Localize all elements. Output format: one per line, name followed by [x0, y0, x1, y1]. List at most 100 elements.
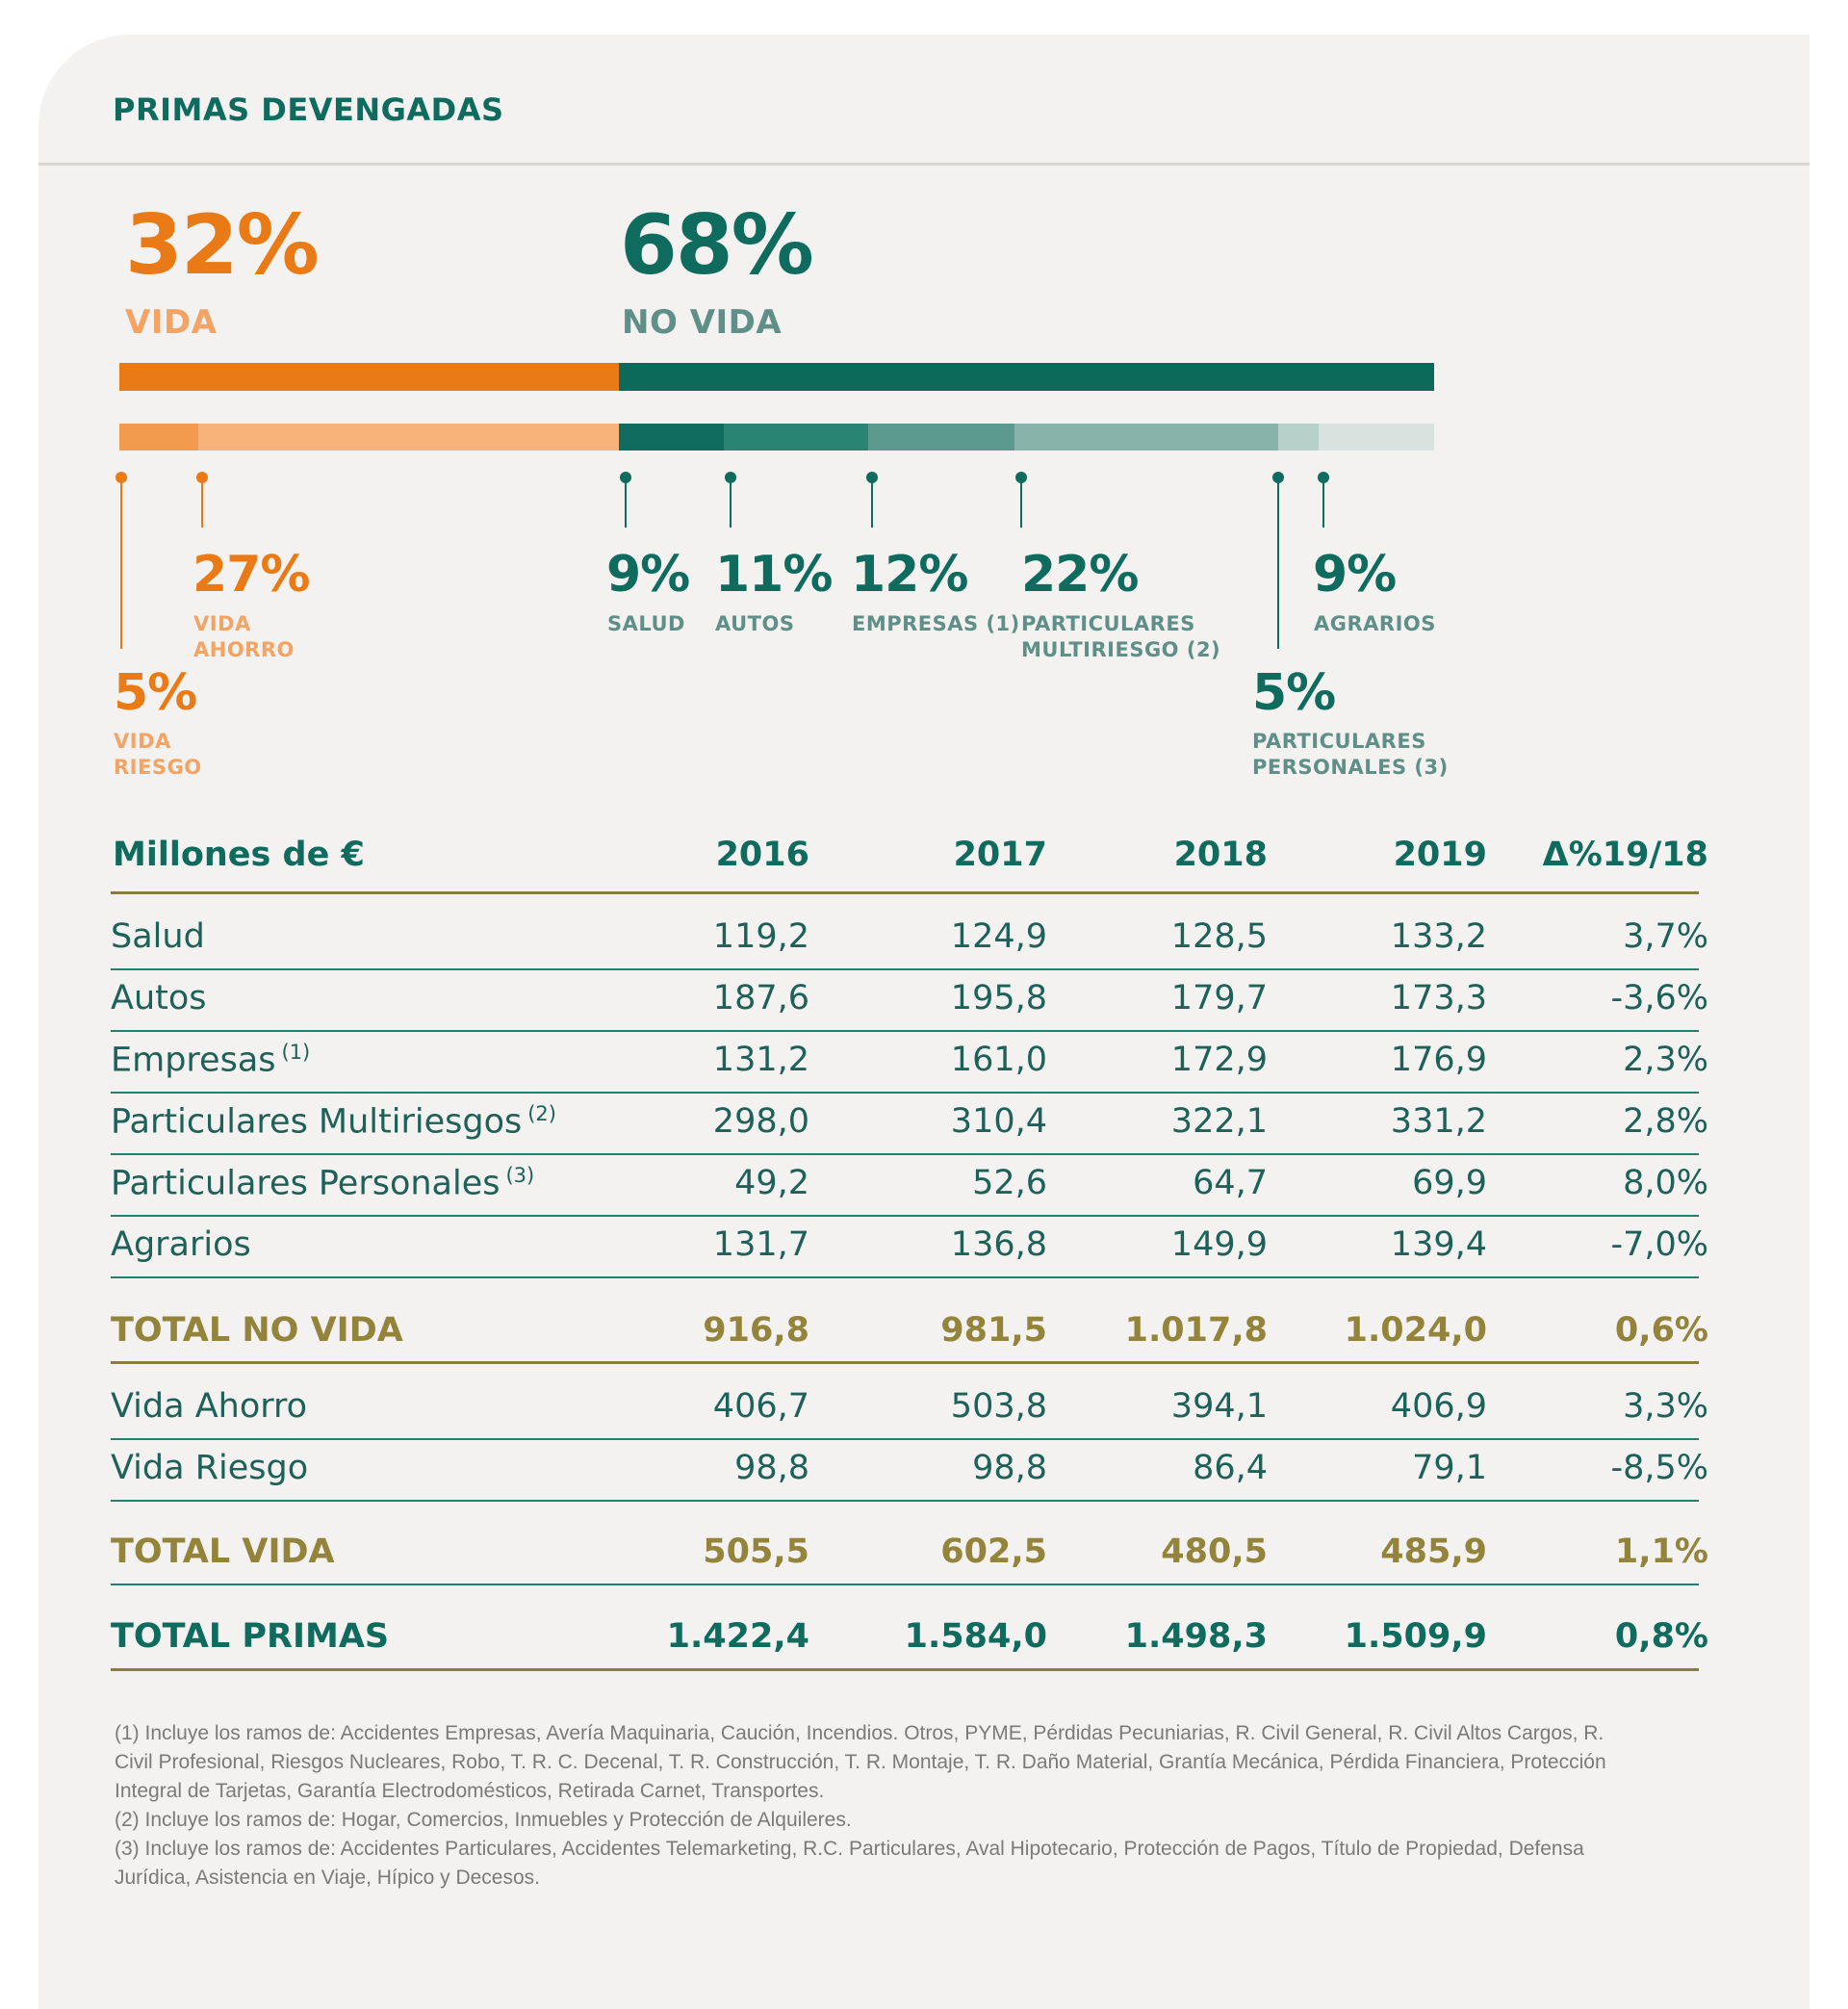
pin-line-vida-riesgo [120, 477, 122, 649]
row-divider [111, 1438, 1699, 1440]
table-row-3-footnote-ref: (1) [281, 1041, 311, 1064]
vida-row-1-value: 406,9 [1390, 1387, 1487, 1426]
table-header-label: Millones de € [113, 836, 365, 874]
pin-line-particulares-personales [1277, 477, 1279, 649]
row-divider [111, 1030, 1699, 1032]
table-row-2-value: -3,6% [1610, 979, 1708, 1017]
table-row-1-value: 128,5 [1170, 917, 1268, 956]
row-divider [111, 1215, 1699, 1217]
table-row-5-value: 69,9 [1412, 1164, 1487, 1202]
no-vida-label: NO VIDA [622, 303, 783, 342]
table-row-6-value: 149,9 [1170, 1225, 1268, 1264]
agrarios-label: AGRARIOS [1314, 612, 1436, 635]
total-no-vida-row-value: 1.017,8 [1124, 1311, 1268, 1350]
table-row-1-value: 124,9 [950, 917, 1047, 956]
pin-line-empresas [871, 477, 873, 528]
particulares-personales-percent: 5% [1252, 664, 1336, 722]
salud-percent: 9% [606, 546, 690, 604]
particulares-multiriesgo-percent: 22% [1021, 546, 1139, 604]
table-row-1-label: Salud [111, 917, 205, 956]
table-header-2017: 2017 [953, 836, 1047, 874]
vida-row-1-value: 3,3% [1623, 1387, 1708, 1426]
no-vida-bar [619, 363, 1434, 391]
row-divider [111, 1153, 1699, 1155]
table-row-2-value: 195,8 [950, 979, 1047, 1017]
segment-particulares-multiriesgo [1014, 424, 1278, 451]
agrarios-percent: 9% [1313, 546, 1397, 604]
segment-empresas [868, 424, 1014, 451]
table-row-6-value: 136,8 [950, 1225, 1047, 1264]
table-row-1-value: 3,7% [1623, 917, 1708, 956]
pin-line-autos [730, 477, 732, 528]
vida-row-2-value: 79,1 [1412, 1449, 1487, 1487]
segment-autos [724, 424, 868, 451]
table-row-5-value: 49,2 [734, 1164, 809, 1202]
table-row-5-footnote-ref: (3) [505, 1164, 535, 1187]
total-vida-row-value: 480,5 [1161, 1533, 1268, 1571]
segment-agrarios [1319, 424, 1434, 451]
total-no-vida-row-value: 0,6% [1614, 1311, 1708, 1350]
title-divider [38, 163, 1810, 166]
autos-label: AUTOS [715, 612, 795, 635]
table-header-2016: 2016 [715, 836, 809, 874]
row-divider [111, 1092, 1699, 1094]
table-row-4-value: 331,2 [1390, 1102, 1487, 1141]
table-row-4-value: 2,8% [1623, 1102, 1708, 1141]
table-row-2-label: Autos [111, 979, 207, 1017]
row-divider [111, 1276, 1699, 1278]
table-row-6-value: -7,0% [1610, 1225, 1708, 1264]
table-row-2-value: 173,3 [1390, 979, 1487, 1017]
section-title: PRIMAS DEVENGADAS [113, 91, 504, 128]
pin-line-agrarios [1322, 477, 1324, 528]
vida-riesgo-label: VIDA RIESGO [114, 730, 202, 779]
total-vida-row-label: TOTAL VIDA [111, 1533, 335, 1571]
total-primas-row-value: 1.584,0 [904, 1617, 1047, 1656]
vida-percent: 32% [125, 197, 320, 294]
total-vida-row-value: 485,9 [1380, 1533, 1487, 1571]
table-row-5-value: 64,7 [1193, 1164, 1268, 1202]
table-row-3-value: 2,3% [1623, 1041, 1708, 1079]
table-row-4-value: 322,1 [1170, 1102, 1268, 1141]
vida-row-1-value: 503,8 [950, 1387, 1047, 1426]
footnote-3: (3) Incluye los ramos de: Accidentes Par… [115, 1838, 1584, 1889]
table-row-5-value: 52,6 [972, 1164, 1047, 1202]
particulares-personales-label: PARTICULARES PERSONALES (3) [1252, 730, 1449, 779]
vida-row-1-value: 394,1 [1170, 1387, 1268, 1426]
vida-row-1-label: Vida Ahorro [111, 1387, 308, 1426]
table-row-4-footnote-ref: (2) [527, 1102, 556, 1125]
particulares-multiriesgo-label: PARTICULARES MULTIRIESGO (2) [1021, 612, 1221, 661]
table-row-5-value: 8,0% [1623, 1164, 1708, 1202]
table-row-2-value: 187,6 [712, 979, 809, 1017]
vida-row-2-value: 86,4 [1193, 1449, 1268, 1487]
vida-ahorro-percent: 27% [192, 546, 310, 604]
no-vida-percent: 68% [620, 197, 814, 294]
total-vida-row-value: 1,1% [1614, 1533, 1708, 1571]
total-no-vida-row-label: TOTAL NO VIDA [111, 1311, 403, 1350]
vida-label: VIDA [125, 303, 218, 342]
row-divider [111, 1584, 1699, 1585]
table-row-4-value: 310,4 [950, 1102, 1047, 1141]
table-row-1-value: 119,2 [712, 917, 809, 956]
table-row-3-value: 172,9 [1170, 1041, 1268, 1079]
table-header-2019: 2019 [1393, 836, 1487, 874]
pin-line-particulares-multiriesgo [1020, 477, 1022, 528]
segment-vida-riesgo [119, 424, 198, 451]
total-primas-row-value: 1.498,3 [1124, 1617, 1268, 1656]
table-row-6-label: Agrarios [111, 1225, 251, 1264]
total-no-vida-row-value: 981,5 [940, 1311, 1047, 1350]
vida-ahorro-label: VIDA AHORRO [193, 612, 295, 661]
table-row-6-value: 139,4 [1390, 1225, 1487, 1264]
empresas-percent: 12% [851, 546, 968, 604]
vida-row-1-value: 406,7 [712, 1387, 809, 1426]
total-primas-row-value: 1.422,4 [666, 1617, 809, 1656]
total-primas-row-label: TOTAL PRIMAS [111, 1617, 390, 1656]
vida-row-2-value: -8,5% [1610, 1449, 1708, 1487]
total-vida-row-value: 505,5 [703, 1533, 809, 1571]
table-header-delta: Δ%19/18 [1542, 836, 1708, 874]
table-row-6-value: 131,7 [712, 1225, 809, 1264]
total-primas-row-value: 0,8% [1614, 1617, 1708, 1656]
autos-percent: 11% [715, 546, 833, 604]
table-header-2018: 2018 [1173, 836, 1268, 874]
row-divider [111, 968, 1699, 970]
vida-row-2-label: Vida Riesgo [111, 1449, 309, 1487]
